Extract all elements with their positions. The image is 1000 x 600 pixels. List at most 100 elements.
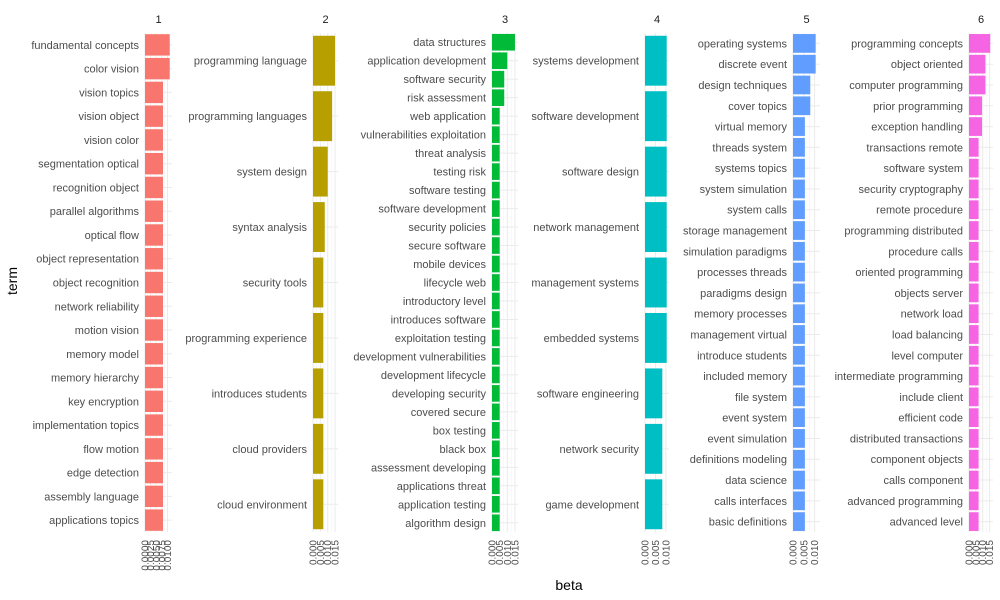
term-label: software engineering	[537, 388, 639, 400]
bar-segmentation-optical	[145, 152, 163, 175]
term-label: system simulation	[700, 184, 787, 196]
term-label: assembly language	[44, 491, 139, 503]
term-label: objects server	[895, 288, 964, 300]
bar-programming-distributed	[969, 221, 979, 240]
term-label: applications topics	[49, 515, 139, 527]
term-label: network management	[533, 222, 639, 234]
term-label: testing risk	[433, 167, 486, 179]
bar-web-application	[492, 107, 500, 125]
bar-programming-language	[313, 35, 336, 86]
term-label: risk assessment	[407, 93, 486, 105]
term-label: procedure calls	[888, 246, 963, 258]
term-label: introduces software	[391, 314, 486, 326]
facet-strip-label: 3	[502, 14, 508, 26]
bar-system-calls	[793, 200, 805, 220]
facet-panel-4: systems development software development s…	[531, 14, 672, 565]
bar-vision-color	[145, 129, 163, 151]
bar-programming-experience	[313, 312, 324, 363]
term-label: application development	[367, 56, 486, 68]
bar-game-development	[645, 479, 663, 530]
bar-prior-programming	[969, 96, 983, 116]
panel-background	[793, 33, 820, 532]
term-label: data science	[725, 475, 787, 487]
term-label: edge detection	[67, 468, 139, 480]
bar-recognition-object	[145, 176, 163, 199]
facet-strip-label: 6	[978, 14, 984, 26]
bar-network-reliability	[145, 295, 163, 317]
y-axis-title: term	[4, 267, 20, 295]
bar-objects-server	[969, 283, 979, 303]
bar-security-cryptography	[969, 179, 979, 199]
bar-secure-software	[492, 237, 500, 254]
term-label: algorithm design	[405, 518, 486, 530]
term-label: discrete event	[719, 59, 787, 71]
term-label: systems development	[533, 56, 639, 68]
term-label: data structures	[413, 37, 486, 49]
bar-computer-programming	[969, 75, 986, 95]
x-tick-label: 0.0050	[152, 540, 163, 571]
term-label: introduces students	[212, 388, 308, 400]
bar-black-box	[492, 440, 500, 458]
term-label: distributed transactions	[850, 433, 964, 445]
bar-virtual-memory	[793, 117, 805, 136]
x-tick-label: 0.005	[971, 540, 982, 565]
term-label: fundamental concepts	[31, 40, 139, 52]
term-label: vision object	[78, 111, 139, 123]
x-tick-label: 0.005	[799, 540, 810, 565]
term-label: introduce students	[697, 350, 787, 362]
bar-system-design	[313, 146, 328, 197]
term-label: memory processes	[694, 309, 787, 321]
term-label: software development	[378, 204, 486, 216]
bar-programming-languages	[313, 91, 333, 142]
term-label: level computer	[891, 350, 963, 362]
term-label: box testing	[433, 425, 486, 437]
term-label: management virtual	[690, 329, 787, 341]
term-label: object recognition	[53, 278, 139, 290]
bar-mobile-devices	[492, 255, 500, 273]
bar-management-systems	[645, 257, 667, 308]
bar-assembly-language	[145, 485, 163, 508]
bar-box-testing	[492, 422, 500, 439]
term-label: implementation topics	[33, 420, 140, 432]
term-label: file system	[735, 392, 787, 404]
term-label: transactions remote	[866, 142, 963, 154]
term-label: simulation paradigms	[683, 246, 787, 258]
x-tick-label: 0.005	[316, 540, 327, 565]
term-label: efficient code	[898, 413, 963, 425]
term-label: cloud providers	[232, 444, 307, 456]
bar-color-vision	[145, 57, 170, 80]
term-label: calls component	[884, 475, 964, 487]
term-label: application testing	[398, 499, 486, 511]
bar-remote-procedure	[969, 200, 979, 220]
term-label: mobile devices	[413, 259, 486, 271]
bar-memory-model	[145, 343, 163, 365]
term-label: recognition object	[53, 182, 139, 194]
bar-load-balancing	[969, 325, 979, 344]
bar-oriented-programming	[969, 262, 979, 282]
term-label: color vision	[84, 64, 139, 76]
term-label: threat analysis	[415, 148, 486, 160]
term-label: included memory	[703, 371, 787, 383]
term-label: advanced level	[890, 517, 963, 529]
facet-strip-label: 5	[803, 14, 809, 26]
x-tick-label: 0.0000	[141, 540, 152, 571]
bar-software-development	[645, 91, 667, 142]
bar-network-security	[645, 423, 663, 474]
bar-application-development	[492, 52, 508, 70]
bar-parallel-algorithms	[145, 200, 163, 222]
bar-testing-risk	[492, 163, 500, 180]
term-label: exception handling	[871, 122, 963, 134]
x-tick-label: 0.015	[510, 540, 521, 565]
bar-design-techniques	[793, 75, 811, 95]
bar-development-lifecycle	[492, 366, 500, 384]
x-tick-label: 0.0100	[163, 540, 174, 571]
bar-flow-motion	[145, 438, 163, 460]
x-tick-label: 0.000	[488, 540, 499, 565]
term-label: cloud environment	[217, 499, 307, 511]
bar-introduce-students	[793, 345, 805, 365]
x-tick-label: 0.015	[331, 540, 342, 565]
term-label: development lifecycle	[381, 370, 486, 382]
bar-object-oriented	[969, 54, 986, 74]
term-label: programming language	[194, 56, 307, 68]
term-label: definitions modeling	[690, 454, 787, 466]
